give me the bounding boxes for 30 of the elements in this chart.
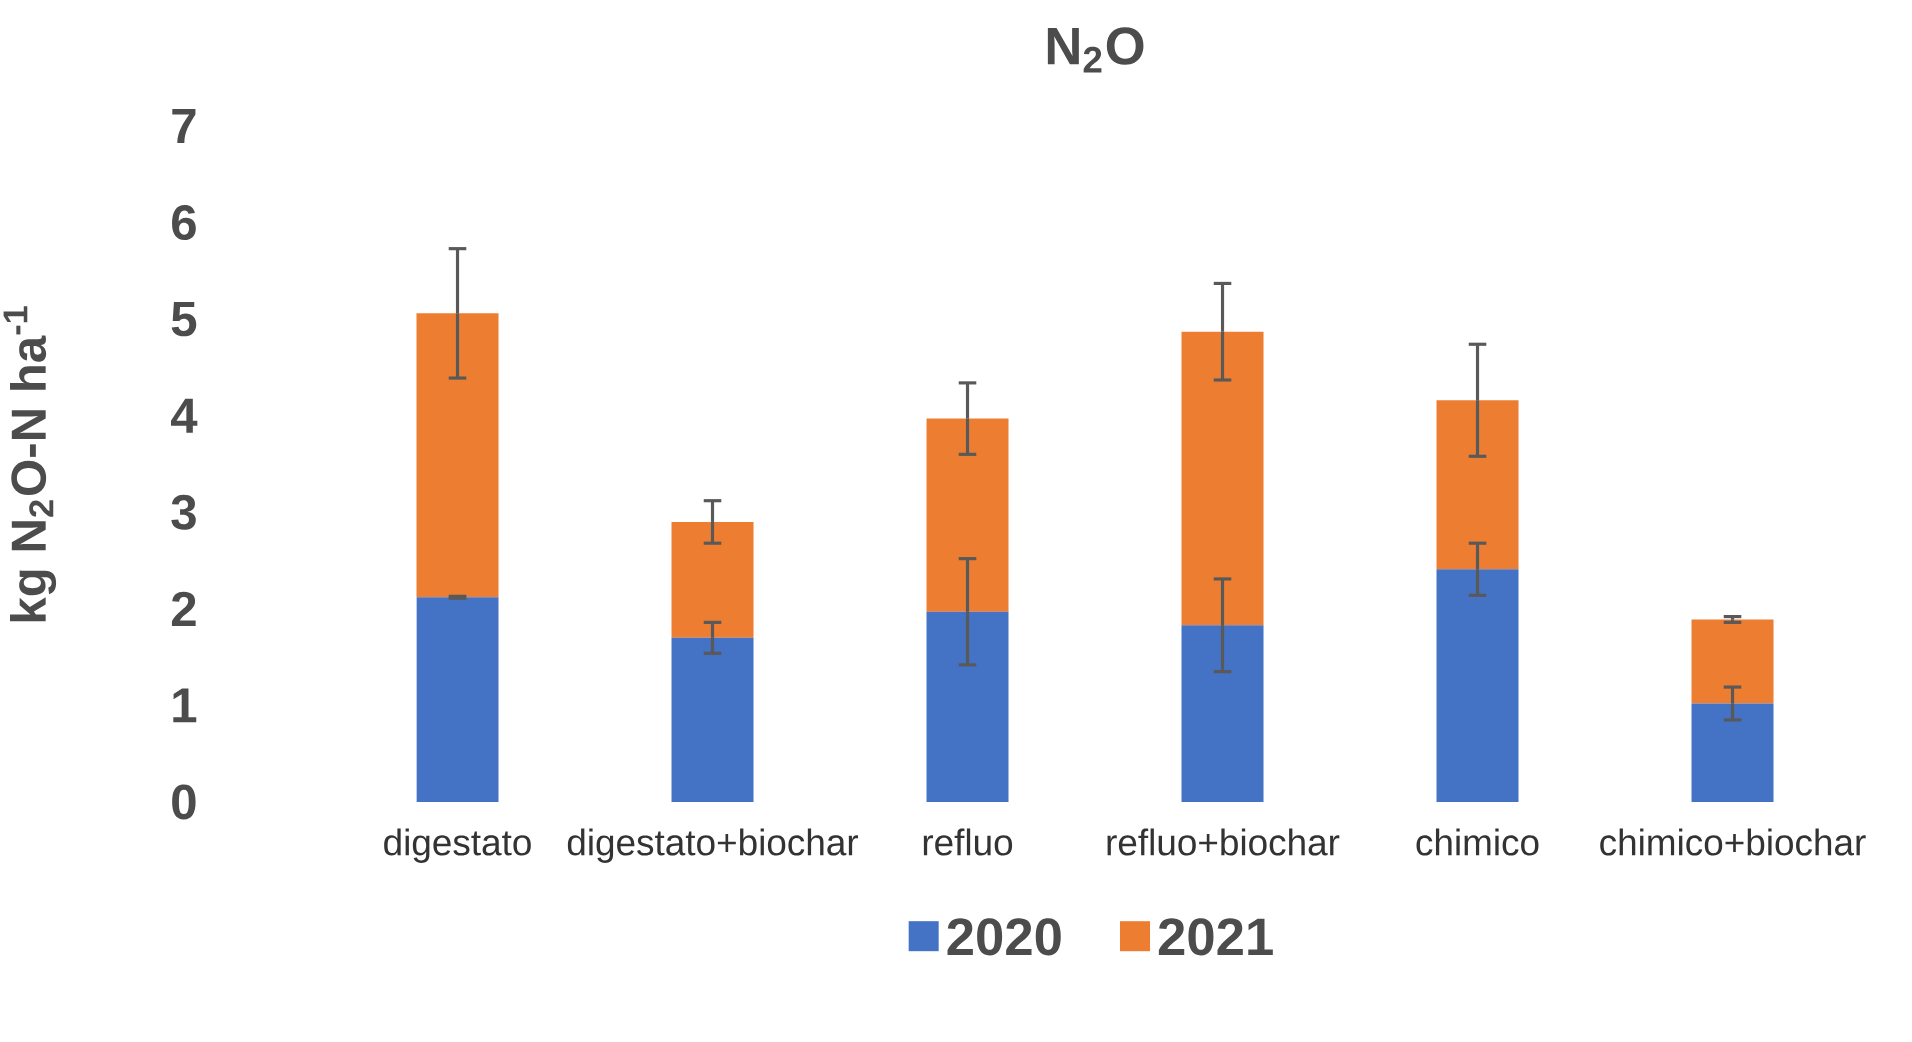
bar: [1691, 619, 1774, 704]
bar: [671, 521, 754, 638]
x-tick-label: refluo+biochar: [1107, 828, 1340, 856]
bar: [1691, 703, 1774, 802]
y-tick-label: 6: [172, 205, 196, 241]
x-tick-label: chimico: [1416, 828, 1539, 856]
x-tick-label: digestato: [384, 828, 531, 863]
x-tick-label: refluo: [923, 828, 1013, 856]
bar: [1181, 331, 1264, 626]
bar: [416, 313, 499, 598]
bar: [1436, 400, 1519, 570]
legend-label: 2020: [947, 918, 1061, 956]
bar: [926, 611, 1009, 802]
y-tick-label: 2: [171, 591, 196, 627]
bar: [416, 597, 499, 802]
y-axis-title: kg N$_{2}$O-N ha$^{-1}$: [3, 306, 57, 622]
y-tick-label: 1: [173, 688, 197, 723]
y-tick-label: 4: [171, 398, 198, 433]
bar: [926, 418, 1009, 612]
y-tick-label: 7: [172, 109, 196, 143]
bar: [671, 637, 754, 802]
bar: [1436, 569, 1519, 802]
y-tick-label: 3: [171, 494, 196, 530]
y-tick-label: 5: [171, 301, 197, 337]
legend-label: 2021: [1158, 918, 1273, 956]
x-tick-label: chimico+biochar: [1600, 828, 1866, 856]
y-tick-label: 0: [172, 784, 196, 820]
x-tick-label: digestato+biochar: [567, 828, 859, 863]
bar: [1181, 625, 1264, 802]
chart-title: N$_{2}$O: [1047, 27, 1144, 73]
